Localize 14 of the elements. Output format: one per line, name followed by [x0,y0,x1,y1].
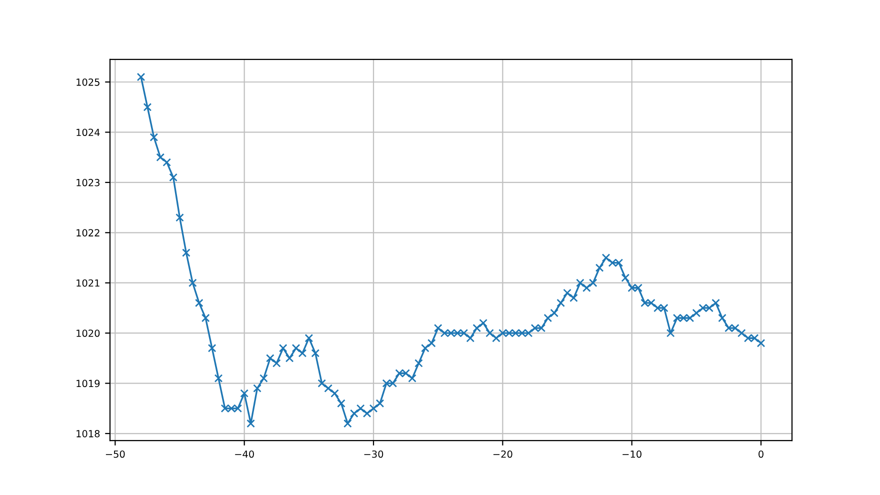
y-tick-label: 1021 [76,279,100,287]
y-tick-label: 1020 [76,330,100,337]
y-tick-label: 1019 [76,380,100,388]
x-tick-label: −20 [493,450,512,458]
y-tick-label: 1018 [76,430,100,438]
x-tick-label: 0 [758,450,764,458]
x-tick-label: −50 [106,450,125,458]
y-tick-label: 1025 [76,78,100,86]
y-tick-label: 1023 [76,178,100,186]
y-tick-label: 1024 [76,128,100,136]
x-tick-label: −30 [364,450,384,458]
y-tick-label: 1022 [76,229,100,236]
x-tick-label: −40 [235,450,254,458]
x-tick-label: −10 [622,450,642,458]
